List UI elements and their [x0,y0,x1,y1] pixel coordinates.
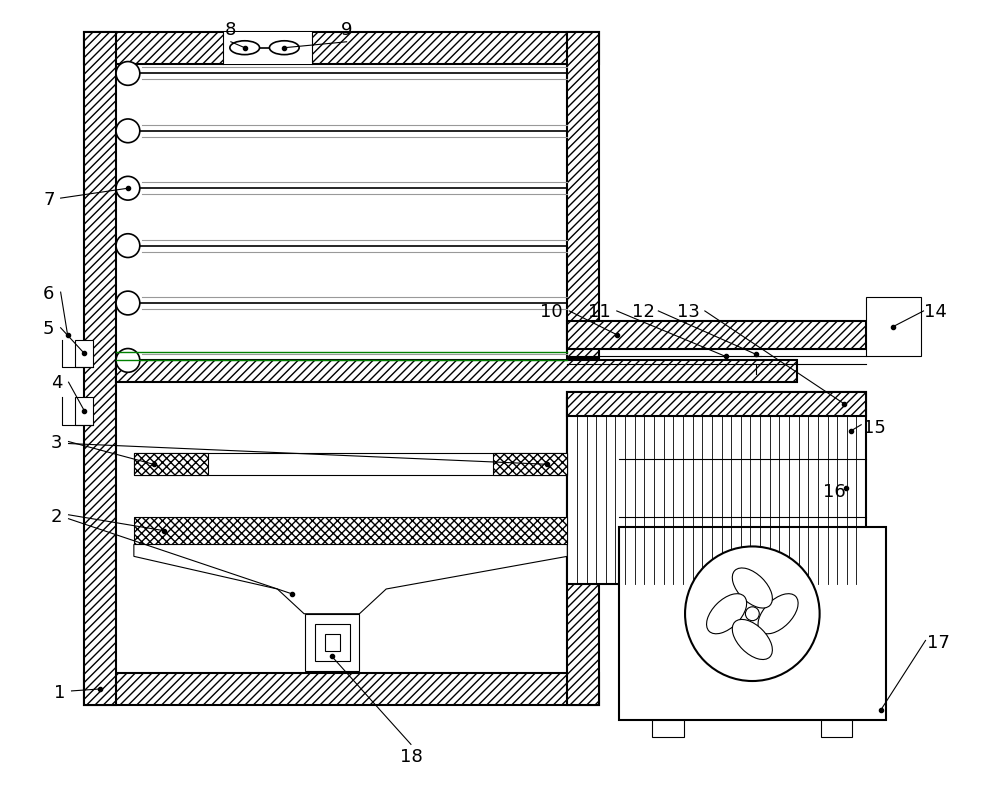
Bar [116,64,567,673]
Circle shape [685,547,820,681]
Bar [134,517,567,544]
Bar [325,634,340,651]
Bar [223,32,312,64]
Bar [567,392,866,416]
Circle shape [745,606,759,621]
Bar [84,673,599,705]
Bar [567,321,866,349]
Bar [567,32,599,358]
Text: 18: 18 [400,749,422,766]
Ellipse shape [707,594,747,634]
Bar [134,453,567,475]
Bar [116,361,797,382]
Bar [821,720,852,737]
Text: 7: 7 [43,191,55,209]
Text: 2: 2 [51,508,62,526]
Bar [315,623,350,662]
Bar [134,453,208,475]
Ellipse shape [732,568,772,608]
Text: 1: 1 [54,684,65,702]
Circle shape [116,176,140,200]
Text: 6: 6 [43,285,54,303]
Circle shape [116,234,140,258]
Text: 14: 14 [924,303,947,321]
Text: 3: 3 [51,433,62,452]
Text: 17: 17 [927,634,950,653]
Text: 4: 4 [51,374,62,392]
Text: 10: 10 [540,303,563,321]
Text: 5: 5 [43,320,55,338]
Ellipse shape [732,619,772,659]
Text: 16: 16 [823,483,846,501]
Bar [75,340,93,367]
Ellipse shape [230,41,260,54]
Text: 11: 11 [588,303,610,321]
Bar [652,720,684,737]
Text: 9: 9 [341,21,352,39]
Bar [493,453,567,475]
Text: 13: 13 [677,303,699,321]
Polygon shape [134,544,567,614]
Bar [866,297,921,357]
Text: 15: 15 [863,419,885,437]
Bar [567,392,866,584]
Ellipse shape [758,594,798,634]
Text: 8: 8 [225,21,237,39]
Bar [84,32,599,64]
Circle shape [116,349,140,373]
Ellipse shape [269,41,299,54]
Circle shape [116,61,140,85]
Circle shape [116,291,140,315]
Circle shape [116,119,140,143]
Bar [305,614,359,671]
Bar [567,398,599,705]
Bar [619,527,886,720]
Bar [75,397,93,425]
Text: 12: 12 [632,303,655,321]
Bar [84,32,116,705]
